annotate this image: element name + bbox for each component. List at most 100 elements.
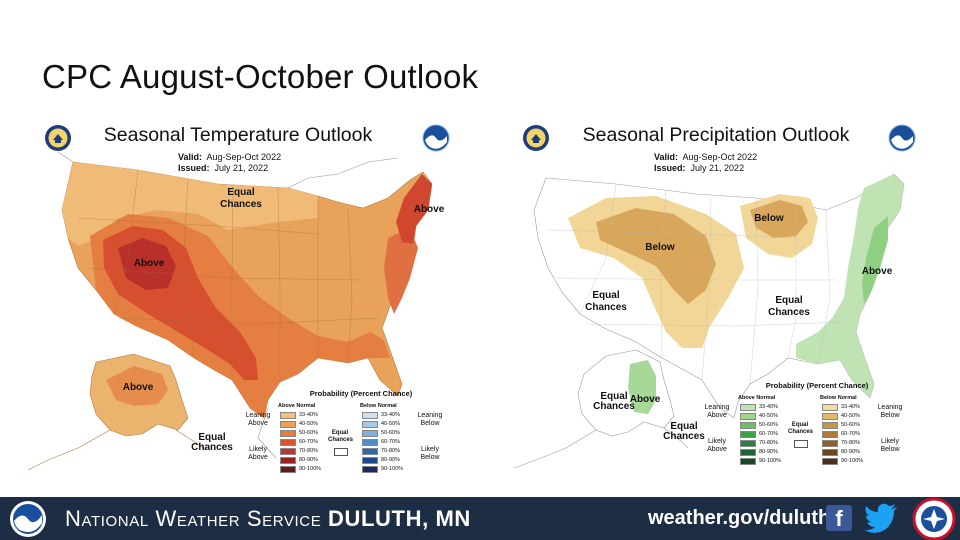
legend-likely-below: Likely Below xyxy=(880,438,900,453)
legend-range-label: 40-50% xyxy=(841,413,860,419)
label-below-greatlakes: Below xyxy=(754,213,784,224)
twitter-icon[interactable] xyxy=(864,503,898,533)
legend-likely-below: Likely Below xyxy=(420,446,440,461)
legend-swatch-row: 33-40% xyxy=(362,411,400,419)
legend-swatch-row: 50-60% xyxy=(362,429,400,437)
label-equal-west-1: Equal xyxy=(592,290,619,301)
legend-swatch-row: 80-90% xyxy=(280,456,318,464)
legend-range-label: 60-70% xyxy=(299,439,318,445)
legend-swatch xyxy=(740,421,756,429)
issued-value: July 21, 2022 xyxy=(214,163,269,173)
legend-swatch xyxy=(822,448,838,456)
footer-office-name: National Weather Service Duluth, MN xyxy=(65,506,471,532)
legend-range-label: 80-90% xyxy=(759,449,778,455)
temperature-outlook-panel: Seasonal Temperature Outlook Valid: Aug-… xyxy=(18,118,458,490)
legend-range-label: 90-100% xyxy=(759,458,782,464)
issued-value: July 21, 2022 xyxy=(690,163,745,173)
label-above-east: Above xyxy=(862,266,893,277)
legend-swatch-row: 33-40% xyxy=(822,403,860,411)
label-equal-ak2-1: Equal xyxy=(670,421,697,432)
legend-range-label: 33-40% xyxy=(299,412,318,418)
legend-range-label: 80-90% xyxy=(381,457,400,463)
legend-range-label: 70-80% xyxy=(381,448,400,454)
legend-range-label: 40-50% xyxy=(299,421,318,427)
legend-swatch xyxy=(280,420,296,428)
legend-swatch xyxy=(362,465,378,473)
legend-swatch xyxy=(280,456,296,464)
legend-swatch-row: 50-60% xyxy=(280,429,318,437)
legend-swatch xyxy=(822,439,838,447)
legend-equal-chances: Equal Chances xyxy=(328,430,354,443)
issued-label: Issued: xyxy=(654,163,686,173)
legend-swatch xyxy=(822,430,838,438)
legend-below-head: Below Normal xyxy=(820,395,857,401)
legend-swatch-row: 90-100% xyxy=(822,457,864,465)
legend-swatch-row: 60-70% xyxy=(280,438,318,446)
legend-swatch-row: 40-50% xyxy=(822,412,860,420)
label-above-northeast: Above xyxy=(414,204,445,215)
legend-range-label: 70-80% xyxy=(759,440,778,446)
legend-equal-box xyxy=(794,440,808,448)
legend-swatch xyxy=(362,429,378,437)
slide-title: CPC August-October Outlook xyxy=(42,58,479,95)
legend-range-label: 40-50% xyxy=(381,421,400,427)
legend-range-label: 90-100% xyxy=(299,466,322,472)
legend-swatch-row: 90-100% xyxy=(362,465,404,473)
legend-swatch xyxy=(280,447,296,455)
legend-range-label: 60-70% xyxy=(381,439,400,445)
legend-range-label: 50-60% xyxy=(381,430,400,436)
legend-swatch xyxy=(362,456,378,464)
legend-swatch-row: 80-90% xyxy=(362,456,400,464)
legend-swatch xyxy=(362,438,378,446)
legend-title: Probability (Percent Chance) xyxy=(309,389,413,398)
precipitation-valid-issued: Valid: Aug-Sep-Oct 2022 Issued: July 21,… xyxy=(654,152,757,174)
legend-swatch-row: 80-90% xyxy=(822,448,860,456)
label-above-alaska: Above xyxy=(123,382,154,393)
legend-range-label: 90-100% xyxy=(841,458,864,464)
label-equal-chances-2: Chances xyxy=(220,199,262,210)
legend-swatch xyxy=(362,411,378,419)
legend-swatch-row: 33-40% xyxy=(280,411,318,419)
valid-value: Aug-Sep-Oct 2022 xyxy=(682,152,758,162)
footer-bar: National Weather Service Duluth, MN weat… xyxy=(0,497,960,540)
legend-swatch xyxy=(822,403,838,411)
legend-swatch-row: 90-100% xyxy=(740,457,782,465)
legend-swatch xyxy=(822,421,838,429)
legend-range-label: 50-60% xyxy=(759,422,778,428)
legend-below-head: Below Normal xyxy=(360,403,397,409)
facebook-icon[interactable]: f xyxy=(826,505,852,531)
legend-range-label: 80-90% xyxy=(841,449,860,455)
legend-swatch-row: 40-50% xyxy=(280,420,318,428)
label-equal-central-2: Chances xyxy=(768,307,810,318)
legend-swatch xyxy=(280,438,296,446)
legend-range-label: 70-80% xyxy=(299,448,318,454)
legend-swatch xyxy=(740,439,756,447)
legend-likely-above: Likely Above xyxy=(248,446,268,461)
legend-equal-box xyxy=(334,448,348,456)
footer-url-link[interactable]: weather.gov/duluth xyxy=(648,507,831,529)
legend-swatch-row: 70-80% xyxy=(740,439,778,447)
legend-likely-above: Likely Above xyxy=(707,438,727,453)
label-equal-ak-1: Equal xyxy=(600,391,627,402)
legend-range-label: 50-60% xyxy=(841,422,860,428)
legend-swatch-row: 40-50% xyxy=(740,412,778,420)
label-eq-ak-1: Equal xyxy=(198,432,225,443)
legend-leaning-below: Leaning Below xyxy=(417,412,443,427)
precipitation-outlook-panel: Seasonal Precipitation Outlook Valid: Au… xyxy=(496,118,936,490)
legend-range-label: 33-40% xyxy=(841,404,860,410)
legend-range-label: 90-100% xyxy=(381,466,404,472)
legend-swatch xyxy=(280,465,296,473)
legend-swatch-row: 90-100% xyxy=(280,465,322,473)
legend-swatch-row: 60-70% xyxy=(740,430,778,438)
label-above-west: Above xyxy=(134,258,165,269)
legend-leaning-below: Leaning Below xyxy=(877,404,903,419)
precipitation-legend: Probability (Percent Chance) Above Norma… xyxy=(705,380,914,476)
legend-swatch xyxy=(280,411,296,419)
noaa-logo-icon xyxy=(10,501,46,537)
legend-range-label: 60-70% xyxy=(759,431,778,437)
label-equal-chances-1: Equal xyxy=(227,187,254,198)
precipitation-outlook-title: Seasonal Precipitation Outlook xyxy=(582,124,850,146)
legend-swatch xyxy=(740,403,756,411)
legend-equal-chances: Equal Chances xyxy=(788,422,814,435)
legend-range-label: 60-70% xyxy=(841,431,860,437)
